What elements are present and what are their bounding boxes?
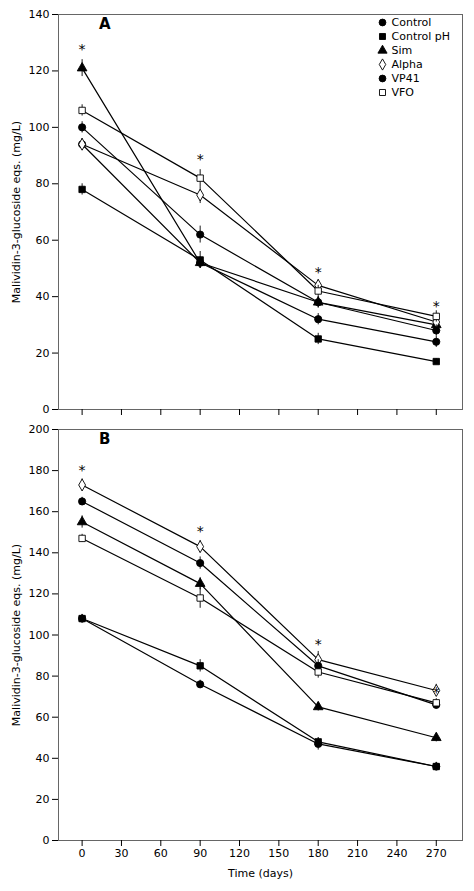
svg-text:120: 120	[29, 587, 50, 600]
svg-text:90: 90	[193, 847, 207, 860]
svg-text:20: 20	[36, 347, 50, 360]
svg-text:Sim: Sim	[392, 44, 413, 57]
svg-text:240: 240	[386, 847, 407, 860]
svg-text:*: *	[433, 684, 440, 700]
svg-text:180: 180	[308, 847, 329, 860]
svg-text:Time (days): Time (days)	[227, 867, 293, 880]
svg-text:Control pH: Control pH	[392, 30, 451, 43]
svg-text:Malividin-3-glucoside eqs. (mg: Malividin-3-glucoside eqs. (mg/L)	[10, 121, 23, 303]
svg-text:*: *	[79, 41, 86, 57]
svg-text:VFO: VFO	[392, 86, 415, 99]
svg-text:*: *	[79, 462, 86, 478]
svg-text:80: 80	[36, 670, 50, 683]
svg-text:120: 120	[229, 847, 250, 860]
svg-text:140: 140	[29, 546, 50, 559]
svg-text:200: 200	[29, 423, 50, 436]
svg-text:180: 180	[29, 464, 50, 477]
svg-text:150: 150	[268, 847, 289, 860]
svg-text:*: *	[433, 298, 440, 314]
svg-text:A: A	[99, 15, 111, 33]
svg-text:30: 30	[114, 847, 128, 860]
svg-text:270: 270	[426, 847, 447, 860]
svg-text:VP41: VP41	[392, 72, 420, 85]
svg-text:100: 100	[29, 629, 50, 642]
svg-text:100: 100	[29, 121, 50, 134]
svg-text:B: B	[99, 430, 110, 448]
svg-text:0: 0	[79, 847, 86, 860]
svg-text:60: 60	[36, 234, 50, 247]
svg-text:0: 0	[43, 403, 50, 416]
svg-text:*: *	[197, 151, 204, 167]
svg-text:Malividin-3-glucoside eqs. (mg: Malividin-3-glucoside eqs. (mg/L)	[10, 544, 23, 726]
svg-text:Alpha: Alpha	[392, 58, 423, 71]
svg-text:*: *	[315, 264, 322, 280]
svg-text:0: 0	[43, 834, 50, 847]
svg-text:160: 160	[29, 505, 50, 518]
svg-text:40: 40	[36, 290, 50, 303]
svg-text:20: 20	[36, 793, 50, 806]
svg-text:140: 140	[29, 8, 50, 21]
svg-text:80: 80	[36, 177, 50, 190]
svg-text:120: 120	[29, 64, 50, 77]
svg-text:40: 40	[36, 752, 50, 765]
svg-text:210: 210	[347, 847, 368, 860]
svg-text:Control: Control	[392, 16, 432, 29]
svg-text:60: 60	[36, 711, 50, 724]
svg-text:*: *	[315, 636, 322, 652]
svg-text:*: *	[197, 523, 204, 539]
svg-text:60: 60	[154, 847, 168, 860]
